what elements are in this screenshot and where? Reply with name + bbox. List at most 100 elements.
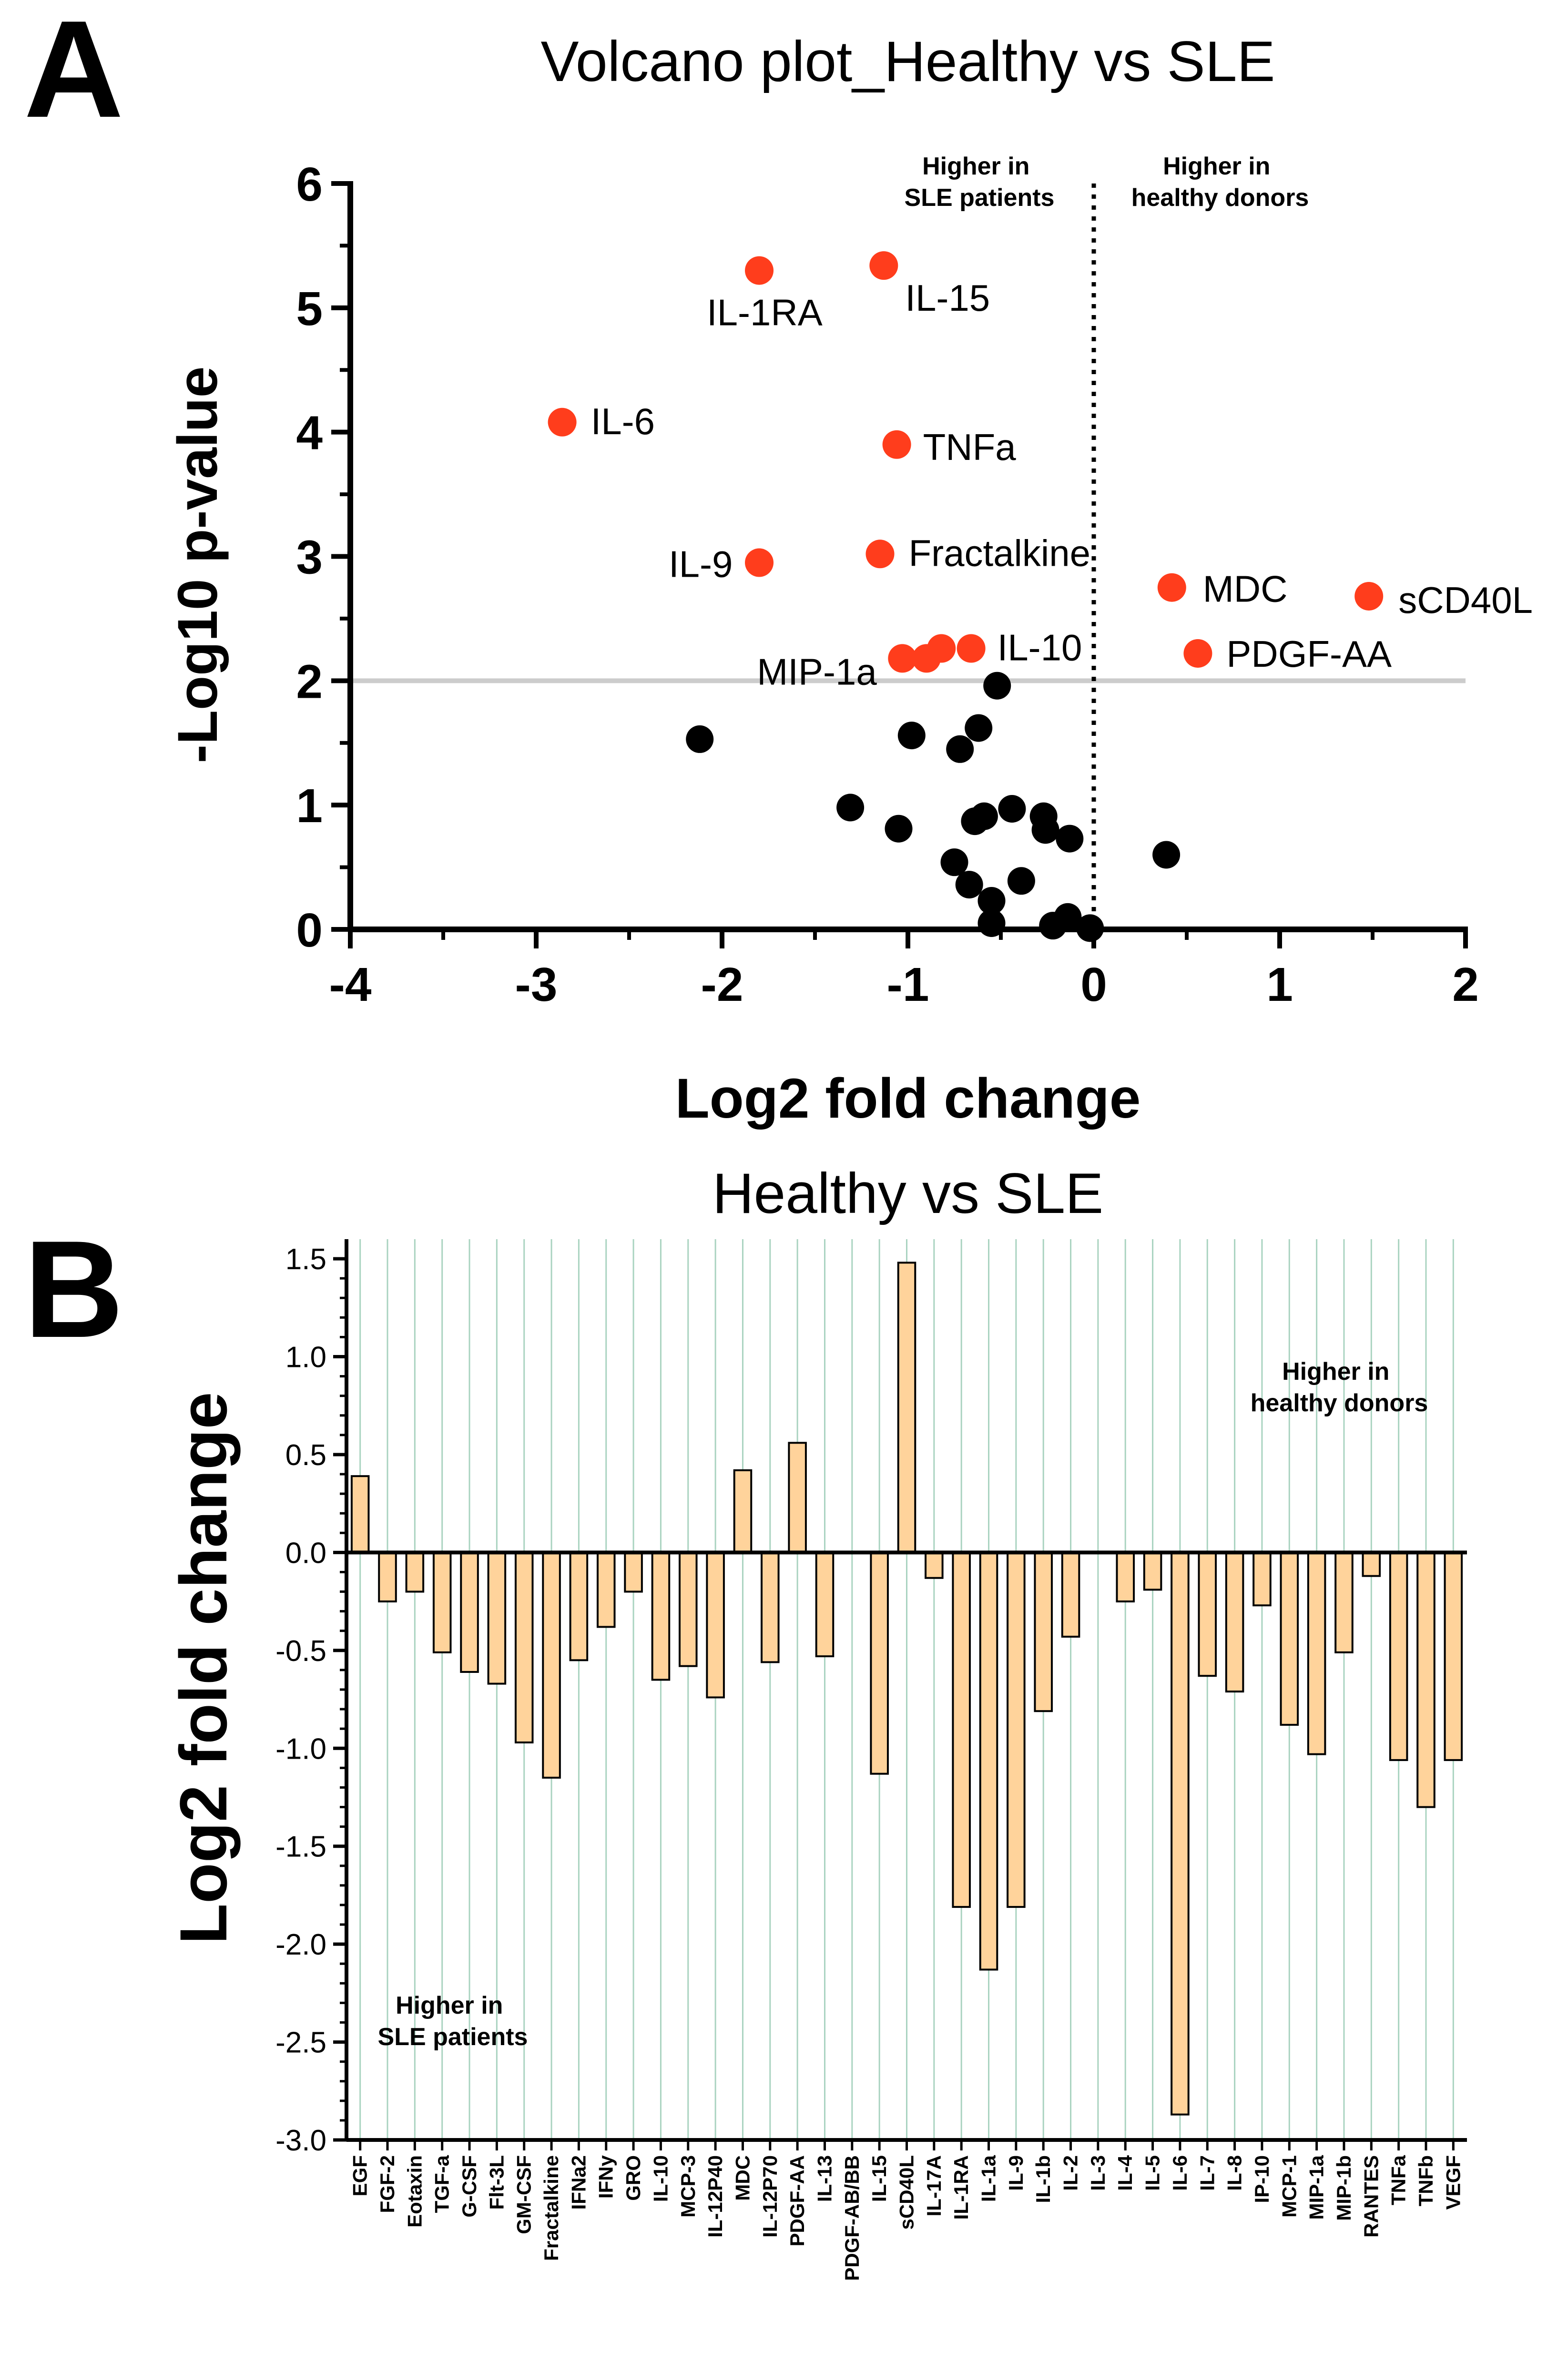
nonsignificant-point xyxy=(897,722,926,750)
bar xyxy=(706,1551,725,1699)
bar xyxy=(952,1551,971,1908)
bar-category-label: PDGF-AA xyxy=(786,2155,808,2246)
y-tick-label: 1 xyxy=(296,779,323,833)
nonsignificant-point xyxy=(965,714,993,742)
bar xyxy=(761,1551,780,1663)
significant-point xyxy=(548,407,577,437)
x-tick-label: -2 xyxy=(701,958,743,1011)
bar-category-label: IL-6 xyxy=(1169,2155,1191,2191)
nonsignificant-point xyxy=(955,871,983,899)
bar-category-label: IL-15 xyxy=(868,2155,890,2202)
nonsignificant-point xyxy=(836,794,865,822)
significant-point xyxy=(882,430,911,459)
bar-category-label: GM-CSF xyxy=(513,2155,535,2234)
bar-annotation-healthy: Higher in healthy donors xyxy=(1251,1358,1428,1417)
nonsignificant-point xyxy=(686,725,714,753)
volcano-annotation-healthy: Higher in healthy donors xyxy=(1131,153,1309,212)
bar xyxy=(979,1551,998,1971)
nonsignificant-point xyxy=(977,909,1006,937)
x-tick-label: 0 xyxy=(1080,958,1107,1011)
bar xyxy=(1389,1551,1408,1761)
bar-y-tick-label: 0.0 xyxy=(285,1537,326,1569)
nonsignificant-point xyxy=(1039,912,1067,940)
x-tick-label: 1 xyxy=(1266,958,1293,1011)
y-tick-label: 4 xyxy=(296,407,323,460)
bar xyxy=(1334,1551,1354,1653)
point-label: IL-9 xyxy=(669,543,733,585)
bar-category-label: IFNy xyxy=(595,2155,617,2199)
bar-category-label: IL-8 xyxy=(1223,2155,1246,2191)
nonsignificant-point xyxy=(885,815,913,843)
bar xyxy=(1171,1551,1190,2116)
bar-plot-area: 1.5 1.0 0.5 0.0 -0.5 -1.0 -1.5 -2.0 -2.5 -3.0 EGF… xyxy=(275,1239,1467,2281)
bar-category-label: IL-1a xyxy=(977,2155,1000,2202)
bar xyxy=(569,1551,589,1661)
y-tick-label: 5 xyxy=(296,282,323,336)
bar xyxy=(1007,1551,1026,1908)
bar-category-label: IL-2 xyxy=(1059,2155,1082,2191)
bar-category-label: IL-12P70 xyxy=(759,2155,781,2238)
bar-category-label: IL-13 xyxy=(813,2155,835,2202)
bar xyxy=(870,1551,889,1775)
significant-point xyxy=(865,540,895,569)
bar xyxy=(1444,1551,1463,1761)
bar-title: Healthy vs SLE xyxy=(713,1161,1103,1225)
bar xyxy=(651,1551,671,1681)
bar-category-label: Fractalkine xyxy=(540,2155,562,2261)
bar-category-label: TNFa xyxy=(1387,2155,1410,2205)
bar-category-label: Flt-3L xyxy=(485,2155,508,2210)
point-label: IL-1RA xyxy=(707,292,823,334)
bar-y-tick-label: -2.5 xyxy=(275,2027,326,2059)
point-label: MDC xyxy=(1203,568,1288,610)
bar xyxy=(1143,1551,1162,1591)
bar xyxy=(678,1551,698,1667)
nonsignificant-point xyxy=(1152,841,1181,869)
significant-point xyxy=(888,644,917,673)
volcano-annotation-sle: Higher in SLE patients xyxy=(905,153,1055,212)
bar-y-tick-label: 0.5 xyxy=(285,1439,326,1472)
bar-category-label: IP-10 xyxy=(1251,2155,1273,2203)
nonsignificant-point xyxy=(977,887,1006,915)
significant-point xyxy=(957,634,986,663)
bar-category-label: IL-3 xyxy=(1087,2155,1109,2191)
bar xyxy=(624,1551,643,1593)
x-tick-label: 2 xyxy=(1452,958,1479,1011)
significant-point xyxy=(1354,581,1384,611)
volcano-xlabel: Log2 fold change xyxy=(675,1067,1141,1130)
bar-annotation-sle: Higher in SLE patients xyxy=(378,1992,528,2051)
significant-point xyxy=(1183,639,1212,668)
bar-category-label: IL-4 xyxy=(1114,2155,1136,2190)
bar xyxy=(378,1551,397,1603)
nonsignificant-point xyxy=(961,807,989,835)
bar-category-label: IL-7 xyxy=(1196,2155,1218,2191)
point-label: Fractalkine xyxy=(909,532,1090,574)
bar xyxy=(788,1442,807,1554)
nonsignificant-point xyxy=(1007,867,1035,895)
bar-category-label: TNFb xyxy=(1415,2155,1437,2206)
y-tick-label: 6 xyxy=(296,158,323,211)
bar xyxy=(1280,1551,1299,1726)
point-label: IL-15 xyxy=(905,277,990,319)
bar-category-label: sCD40L xyxy=(896,2155,918,2230)
bar xyxy=(1362,1551,1381,1577)
x-tick-label: -4 xyxy=(329,958,372,1011)
bar-y-tick-label: -0.5 xyxy=(275,1635,326,1668)
panel-b-letter: B xyxy=(24,1212,123,1366)
bar-category-label: FGF-2 xyxy=(376,2155,398,2213)
panel-a-letter: A xyxy=(24,0,123,146)
bar xyxy=(350,1475,370,1554)
bar-category-label: EGF xyxy=(349,2155,371,2196)
significant-point xyxy=(745,548,774,577)
panel-b: B Healthy vs SLE 1.5 1.0 0.5 0.0 -0.5 -1.0 -1.… xyxy=(24,1161,1467,2281)
bar-category-label: MIP-1b xyxy=(1333,2155,1355,2221)
bar-category-label: RANTES xyxy=(1360,2155,1382,2238)
bar xyxy=(897,1262,916,1554)
bar-category-label: G-CSF xyxy=(458,2155,480,2218)
bar xyxy=(542,1551,561,1779)
bar xyxy=(432,1551,452,1653)
bar-category-label: Eotaxin xyxy=(403,2155,426,2228)
bar xyxy=(925,1551,944,1579)
bar xyxy=(1307,1551,1326,1755)
nonsignificant-point xyxy=(940,848,968,876)
